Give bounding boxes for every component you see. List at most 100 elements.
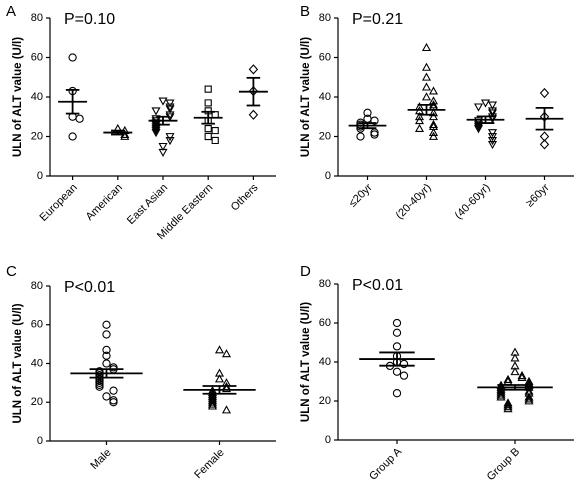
data-point — [214, 374, 225, 383]
data-point — [392, 342, 402, 351]
data-point — [524, 396, 534, 405]
data-point — [473, 125, 484, 134]
data-point — [151, 107, 161, 116]
data-point — [165, 137, 175, 146]
data-point — [151, 115, 161, 124]
y-axis-label: ULN of ALT value (U/l) — [300, 302, 312, 422]
y-axis-label: ULN of ALT value (U/l) — [12, 37, 24, 157]
data-point — [496, 390, 506, 399]
data-point — [102, 351, 111, 360]
data-point — [109, 386, 118, 395]
data-point — [487, 140, 498, 150]
data-point — [487, 133, 498, 142]
y-tick-label: 80 — [31, 280, 43, 292]
data-point — [487, 137, 498, 146]
data-point — [487, 109, 498, 118]
p-value: P=0.21 — [352, 11, 403, 28]
data-point — [151, 127, 161, 136]
y-axis-label: ULN of ALT value (U/l) — [12, 303, 24, 423]
data-point — [356, 132, 365, 141]
y-tick-label: 40 — [31, 91, 43, 103]
data-point — [151, 129, 161, 138]
x-tick-label: ≤20yr — [347, 181, 375, 209]
data-point — [211, 126, 219, 135]
data-point — [165, 103, 175, 112]
data-point — [524, 378, 534, 387]
x-tick-label: American — [84, 182, 125, 223]
data-point — [248, 64, 259, 75]
p-value: P<0.01 — [64, 279, 115, 296]
y-tick-label: 60 — [319, 51, 331, 63]
data-point — [392, 328, 402, 337]
data-point — [510, 353, 520, 362]
data-point — [473, 121, 484, 130]
y-tick-label: 60 — [319, 317, 331, 329]
data-point — [428, 127, 439, 136]
x-tick-label: (40-60yr) — [453, 182, 493, 222]
x-tick-label: (20-40yr) — [394, 182, 434, 222]
y-tick-label: 0 — [37, 170, 43, 182]
data-point — [487, 129, 498, 138]
data-point — [392, 318, 402, 328]
data-point — [158, 148, 168, 158]
data-point — [524, 394, 534, 403]
panel-label: B — [300, 3, 310, 20]
data-point — [204, 99, 212, 107]
data-point — [428, 108, 439, 117]
data-point — [496, 388, 506, 397]
data-point — [158, 97, 168, 106]
y-tick-label: 40 — [31, 357, 43, 369]
x-tick-label: ≥60yr — [524, 181, 552, 209]
data-point — [151, 123, 161, 132]
data-point — [165, 105, 175, 114]
data-point — [68, 132, 77, 141]
p-value: P=0.10 — [64, 11, 115, 28]
x-tick-label: European — [38, 182, 80, 224]
data-point — [95, 382, 104, 391]
data-point — [204, 132, 212, 141]
data-point — [158, 142, 168, 152]
data-point — [539, 139, 550, 150]
data-point — [480, 99, 491, 108]
data-point — [165, 133, 175, 142]
data-point — [503, 402, 513, 411]
data-point — [211, 136, 219, 145]
data-point — [503, 404, 513, 413]
data-point — [428, 86, 439, 95]
data-point — [248, 109, 259, 120]
x-tick-label: Male — [88, 447, 113, 472]
data-point — [204, 124, 212, 133]
data-point — [102, 330, 111, 339]
data-point — [473, 117, 484, 126]
y-tick-label: 20 — [319, 130, 331, 142]
data-point — [428, 112, 439, 121]
data-point — [207, 399, 218, 408]
data-point — [421, 72, 432, 81]
data-point — [517, 370, 527, 380]
data-point — [151, 125, 161, 134]
y-tick-label: 80 — [319, 278, 331, 290]
x-tick-label: Group B — [485, 446, 522, 483]
y-tick-label: 80 — [319, 12, 331, 24]
data-point — [214, 345, 225, 354]
y-tick-label: 40 — [319, 356, 331, 368]
data-point — [421, 42, 432, 52]
data-point — [207, 397, 218, 406]
x-tick-label: Group A — [367, 445, 404, 482]
panel-label: A — [6, 3, 16, 20]
data-point — [392, 389, 402, 398]
data-point — [102, 359, 111, 368]
data-point — [421, 92, 432, 101]
y-tick-label: 0 — [37, 435, 43, 447]
x-tick-label: East Asian — [125, 182, 170, 227]
data-point — [510, 367, 520, 376]
data-point — [151, 119, 161, 128]
data-point — [204, 85, 212, 93]
data-point — [68, 86, 77, 96]
data-point — [221, 405, 232, 414]
data-point — [473, 103, 484, 112]
data-point — [503, 374, 513, 383]
data-point — [517, 372, 527, 382]
data-point — [414, 123, 425, 133]
